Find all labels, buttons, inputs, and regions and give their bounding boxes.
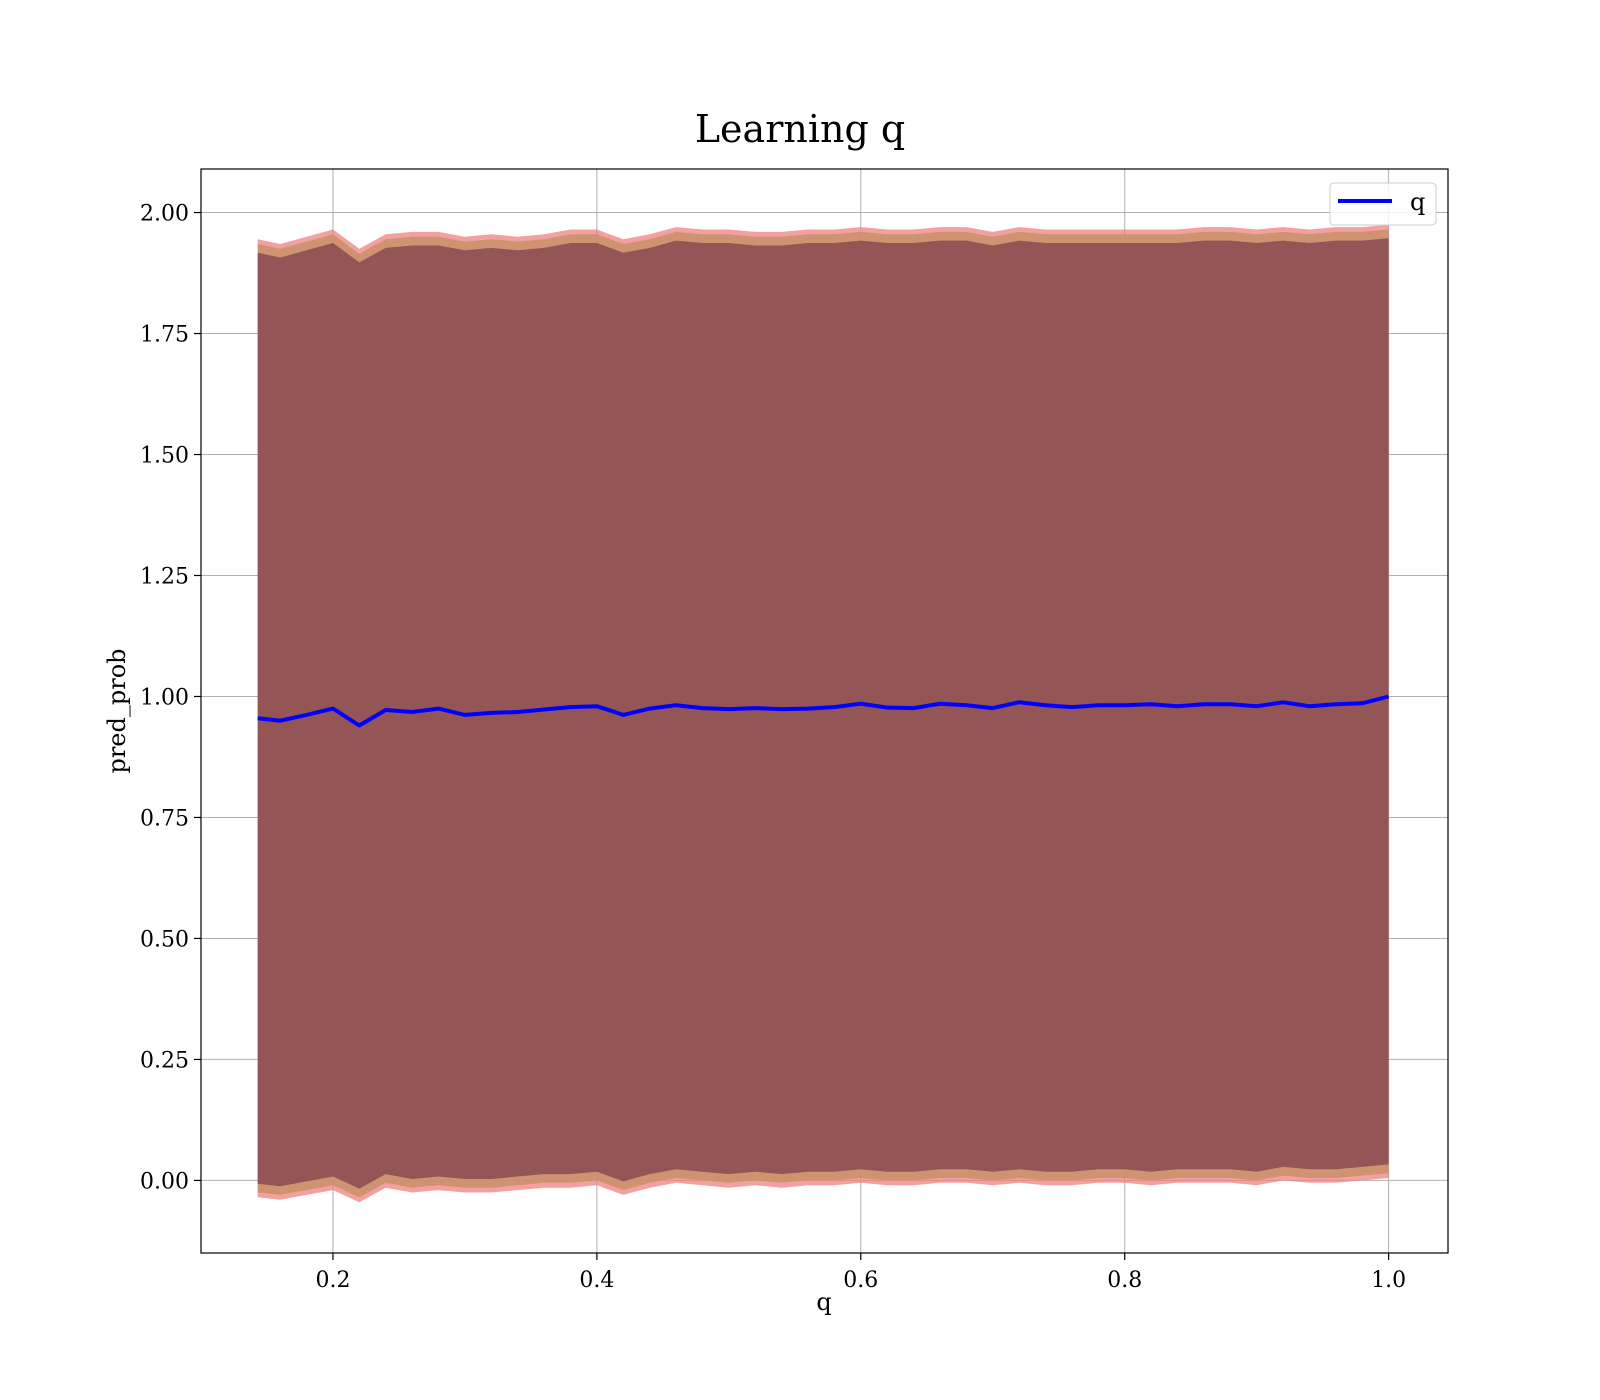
legend-label-q: q — [1410, 188, 1425, 216]
chart-title: Learning q — [695, 107, 905, 151]
y-tick-label: 1.50 — [140, 444, 189, 469]
y-tick-label: 1.00 — [140, 685, 189, 710]
y-tick-label: 2.00 — [140, 202, 189, 227]
series-lines — [257, 694, 1390, 728]
y-tick-label: 0.50 — [140, 927, 189, 952]
plot-frame — [200, 168, 1449, 1254]
confidence-bands — [257, 224, 1389, 1203]
legend: q — [1329, 182, 1437, 226]
y-axis-label: pred_prob — [103, 648, 131, 773]
y-tick-label: 0.25 — [140, 1048, 189, 1073]
y-tick-label: 0.75 — [140, 806, 189, 831]
legend-box — [1329, 182, 1437, 226]
x-axis-ticks: 0.2 0.4 0.6 0.8 1.0 — [315, 1253, 1406, 1293]
y-tick-label: 1.25 — [140, 565, 189, 590]
x-tick-label: 0.2 — [315, 1268, 350, 1293]
x-tick-label: 0.8 — [1107, 1268, 1142, 1293]
y-tick-label: 1.75 — [140, 323, 189, 348]
band-inner — [257, 238, 1389, 1189]
x-tick-label: 0.6 — [843, 1268, 878, 1293]
x-tick-label: 1.0 — [1371, 1268, 1406, 1293]
y-tick-label: 0.00 — [140, 1169, 189, 1194]
y-axis-ticks: 0.00 0.25 0.50 0.75 1.00 1.25 1.50 1.75 2.00 — [140, 202, 201, 1194]
series-line-q — [257, 694, 1390, 728]
x-tick-label: 0.4 — [579, 1268, 614, 1293]
x-axis-label: q — [816, 1288, 831, 1316]
